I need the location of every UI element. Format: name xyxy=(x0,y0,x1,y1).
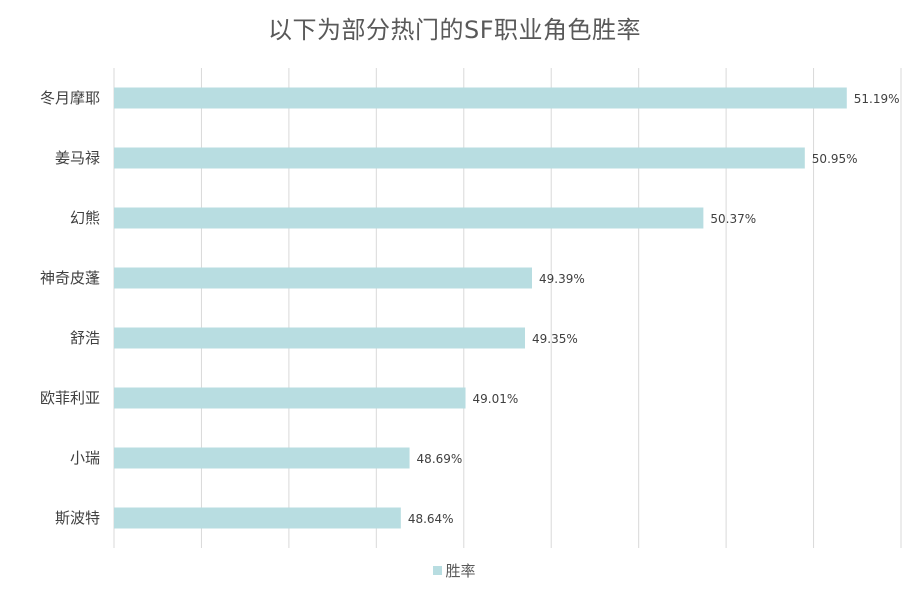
category-label: 冬月摩耶 xyxy=(40,89,100,107)
category-label: 斯波特 xyxy=(55,509,100,527)
category-label: 小瑞 xyxy=(70,449,100,467)
data-labels: 51.19% 50.95% 50.37% 49.39% 49.35% 49.01% 48.6… xyxy=(408,92,900,526)
category-label: 舒浩 xyxy=(70,329,100,347)
data-label: 48.64% xyxy=(408,512,454,526)
bar xyxy=(114,147,805,169)
data-label: 49.01% xyxy=(473,392,519,406)
bar xyxy=(114,507,401,529)
bar xyxy=(114,207,704,229)
gridlines xyxy=(113,68,902,548)
bars xyxy=(114,87,847,529)
bar xyxy=(114,447,410,469)
data-label: 50.37% xyxy=(710,212,756,226)
category-label: 姜马禄 xyxy=(55,149,100,167)
legend: 胜率 xyxy=(0,560,909,581)
bar xyxy=(114,87,847,109)
data-label: 50.95% xyxy=(812,152,858,166)
bar xyxy=(114,387,466,409)
data-label: 51.19% xyxy=(854,92,900,106)
legend-label: 胜率 xyxy=(445,562,476,580)
category-label: 欧菲利亚 xyxy=(40,389,100,407)
bar xyxy=(114,327,525,349)
data-label: 48.69% xyxy=(417,452,463,466)
bar xyxy=(114,267,532,289)
chart-title: 以下为部分热门的SF职业角色胜率 xyxy=(267,16,642,44)
category-label: 幻熊 xyxy=(70,209,100,227)
category-label: 神奇皮蓬 xyxy=(40,269,100,287)
data-label: 49.35% xyxy=(532,332,578,346)
data-label: 49.39% xyxy=(539,272,585,286)
legend-swatch xyxy=(433,566,443,575)
